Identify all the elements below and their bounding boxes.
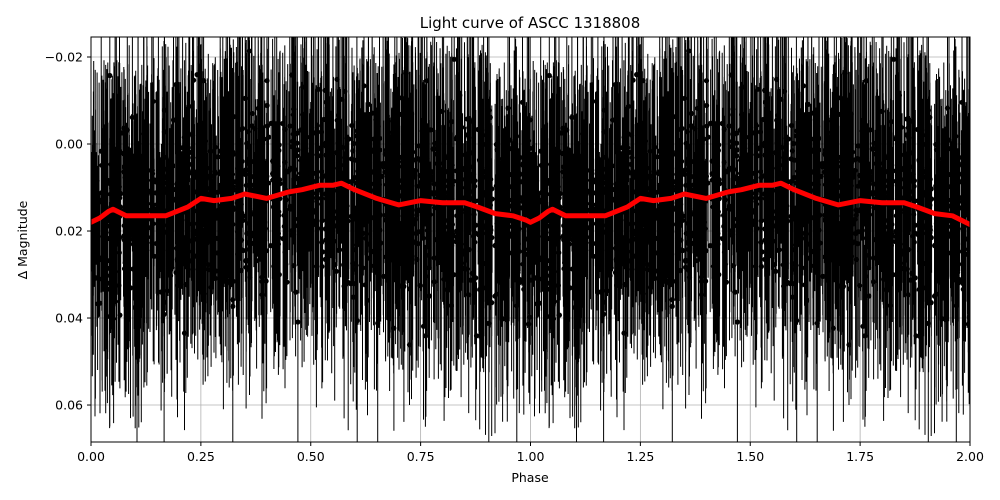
data-markers xyxy=(91,48,970,348)
model-curve xyxy=(91,180,970,227)
x-tick-label: 2.00 xyxy=(956,449,984,464)
x-tick-label: 0.50 xyxy=(297,449,325,464)
y-tick-label: −0.02 xyxy=(45,50,83,65)
x-axis: 0.00 0.25 0.50 0.75 1.00 1.25 1.50 1.75 2.00 xyxy=(77,442,984,464)
chart-title: Light curve of ASCC 1318808 xyxy=(420,14,641,32)
x-tick-label: 1.25 xyxy=(626,449,654,464)
y-tick-label: 0.06 xyxy=(55,398,83,413)
model-line xyxy=(91,180,970,227)
x-tick-label: 1.00 xyxy=(517,449,545,464)
x-tick-label: 1.50 xyxy=(736,449,764,464)
y-axis: −0.02 0.00 0.02 0.04 0.06 xyxy=(45,50,91,413)
y-tick-label: 0.04 xyxy=(55,311,83,326)
x-tick-label: 1.75 xyxy=(846,449,874,464)
x-tick-label: 0.00 xyxy=(77,449,105,464)
y-tick-label: 0.02 xyxy=(55,224,83,239)
observation-points xyxy=(91,37,970,442)
x-tick-label: 0.25 xyxy=(187,449,215,464)
y-axis-label: Δ Magnitude xyxy=(15,200,30,279)
y-tick-label: 0.00 xyxy=(55,137,83,152)
x-tick-label: 0.75 xyxy=(407,449,435,464)
x-axis-label: Phase xyxy=(511,470,549,485)
